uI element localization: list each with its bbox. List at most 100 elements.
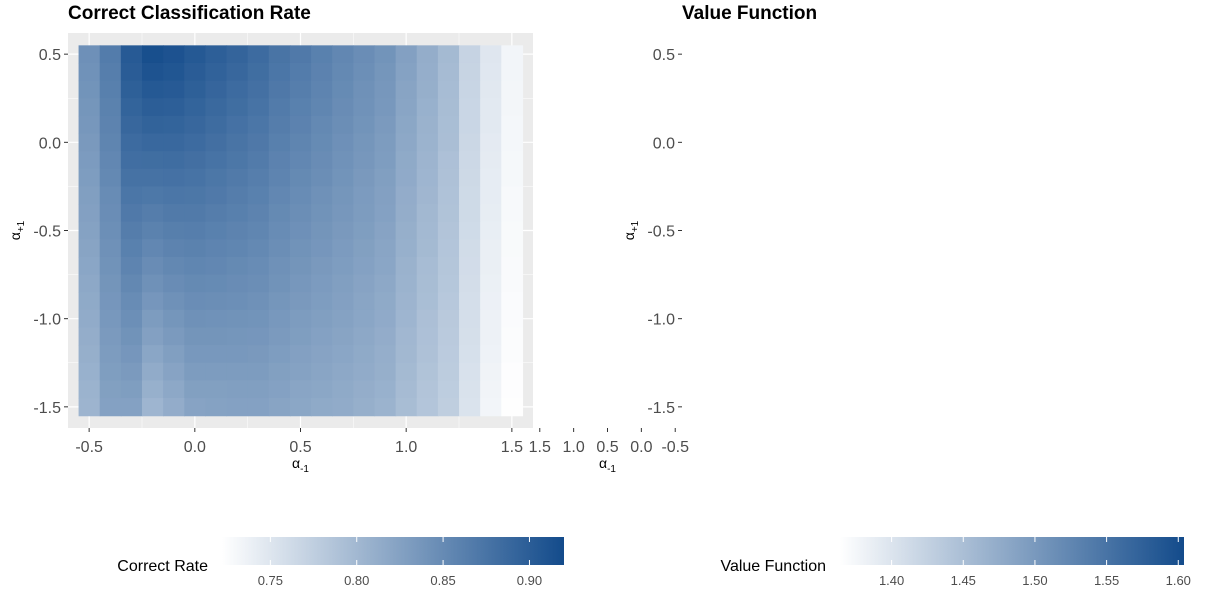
heatmap-cell [184, 345, 206, 364]
heatmap-cell [184, 133, 206, 152]
colorbar [222, 537, 564, 565]
heatmap-cell [226, 239, 249, 258]
heatmap-cell [78, 345, 101, 364]
heatmap-cell [332, 186, 354, 205]
heatmap-cell [374, 345, 397, 364]
heatmap-cell [120, 45, 143, 64]
heatmap-cell [163, 256, 185, 276]
heatmap-cell [120, 98, 143, 117]
heatmap-cell [78, 168, 101, 188]
heatmap-cell [289, 115, 312, 135]
heatmap-cell [99, 398, 122, 417]
heatmap-cell [184, 362, 206, 381]
heatmap-cell [416, 186, 439, 205]
heatmap-cell [78, 204, 101, 223]
heatmap-cell [311, 186, 333, 205]
y-tick-label: 0.0 [653, 135, 675, 152]
heatmap-cell [459, 239, 481, 258]
heatmap-cell [163, 45, 185, 64]
heatmap-cell [289, 133, 312, 152]
heatmap-cell [141, 327, 164, 346]
heatmap-cell [353, 62, 376, 82]
heatmap-cell [141, 362, 164, 381]
heatmap-cell [416, 345, 439, 364]
heatmap-cell [311, 345, 333, 364]
heatmap-cell [141, 274, 164, 293]
heatmap-cell [374, 239, 397, 258]
heatmap-cell [226, 380, 249, 399]
heatmap-cell [480, 292, 502, 311]
heatmap-cell [416, 168, 439, 188]
y-tick-label: -1.0 [33, 312, 61, 329]
heatmap-cell [501, 256, 524, 276]
heatmap-cell [226, 115, 249, 135]
heatmap-cell [459, 256, 481, 276]
heatmap-cell [480, 239, 502, 258]
heatmap-cell [268, 239, 291, 258]
heatmap-cell [416, 45, 439, 64]
heatmap-cell [311, 380, 333, 399]
heatmap-cell [289, 80, 312, 99]
y-tick-label: 0.5 [653, 47, 675, 64]
heatmap-cell [141, 62, 164, 82]
heatmap-cell [480, 362, 502, 381]
legend-tick-label: 0.85 [430, 573, 455, 588]
heatmap-cell [459, 327, 481, 346]
heatmap-cell [459, 80, 481, 99]
heatmap-cell [437, 327, 460, 346]
heatmap-cell [99, 292, 122, 311]
heatmap-cell [416, 274, 439, 293]
heatmap-cell [268, 327, 291, 346]
heatmap-cell [353, 309, 376, 329]
heatmap-cell [416, 80, 439, 99]
y-tick-label: -1.0 [647, 312, 675, 329]
heatmap-cell [205, 45, 228, 64]
heatmap-tiles [78, 45, 524, 417]
heatmap-cell [120, 327, 143, 346]
heatmap-cell [416, 133, 439, 152]
heatmap-cell [289, 292, 312, 311]
heatmap-cell [289, 45, 312, 64]
legend-tick-label: 0.90 [517, 573, 542, 588]
heatmap-cell [78, 151, 101, 170]
heatmap-cell [99, 327, 122, 346]
heatmap-cell [374, 168, 397, 188]
heatmap-cell [374, 45, 397, 64]
heatmap-cell [289, 239, 312, 258]
heatmap-cell [289, 345, 312, 364]
heatmap-cell [374, 380, 397, 399]
heatmap-cell [501, 327, 524, 346]
heatmap-cell [120, 274, 143, 293]
heatmap-cell [501, 292, 524, 311]
heatmap-cell [120, 345, 143, 364]
legend-tick-label: 1.45 [951, 573, 976, 588]
heatmap-cell [163, 151, 185, 170]
heatmap-cell [437, 362, 460, 381]
heatmap-cell [268, 292, 291, 311]
heatmap-cell [163, 327, 185, 346]
heatmap-cell [311, 62, 333, 82]
heatmap-cell [141, 115, 164, 135]
heatmap-cell [163, 239, 185, 258]
heatmap-cell [163, 221, 185, 240]
heatmap-cell [395, 98, 418, 117]
heatmap-cell [205, 115, 228, 135]
heatmap-cell [268, 204, 291, 223]
heatmap-cell [120, 292, 143, 311]
heatmap-cell [353, 362, 376, 381]
heatmap-cell [184, 80, 206, 99]
heatmap-cell [226, 362, 249, 381]
heatmap-cell [120, 362, 143, 381]
heatmap-cell [205, 204, 228, 223]
legend-tick-label: 0.80 [344, 573, 369, 588]
heatmap-cell [141, 309, 164, 329]
heatmap-cell [459, 204, 481, 223]
heatmap-cell [353, 292, 376, 311]
heatmap-cell [311, 256, 333, 276]
heatmap-cell [78, 256, 101, 276]
heatmap-cell [311, 327, 333, 346]
heatmap-cell [184, 292, 206, 311]
heatmap-cell [311, 398, 333, 417]
heatmap-cell [99, 221, 122, 240]
